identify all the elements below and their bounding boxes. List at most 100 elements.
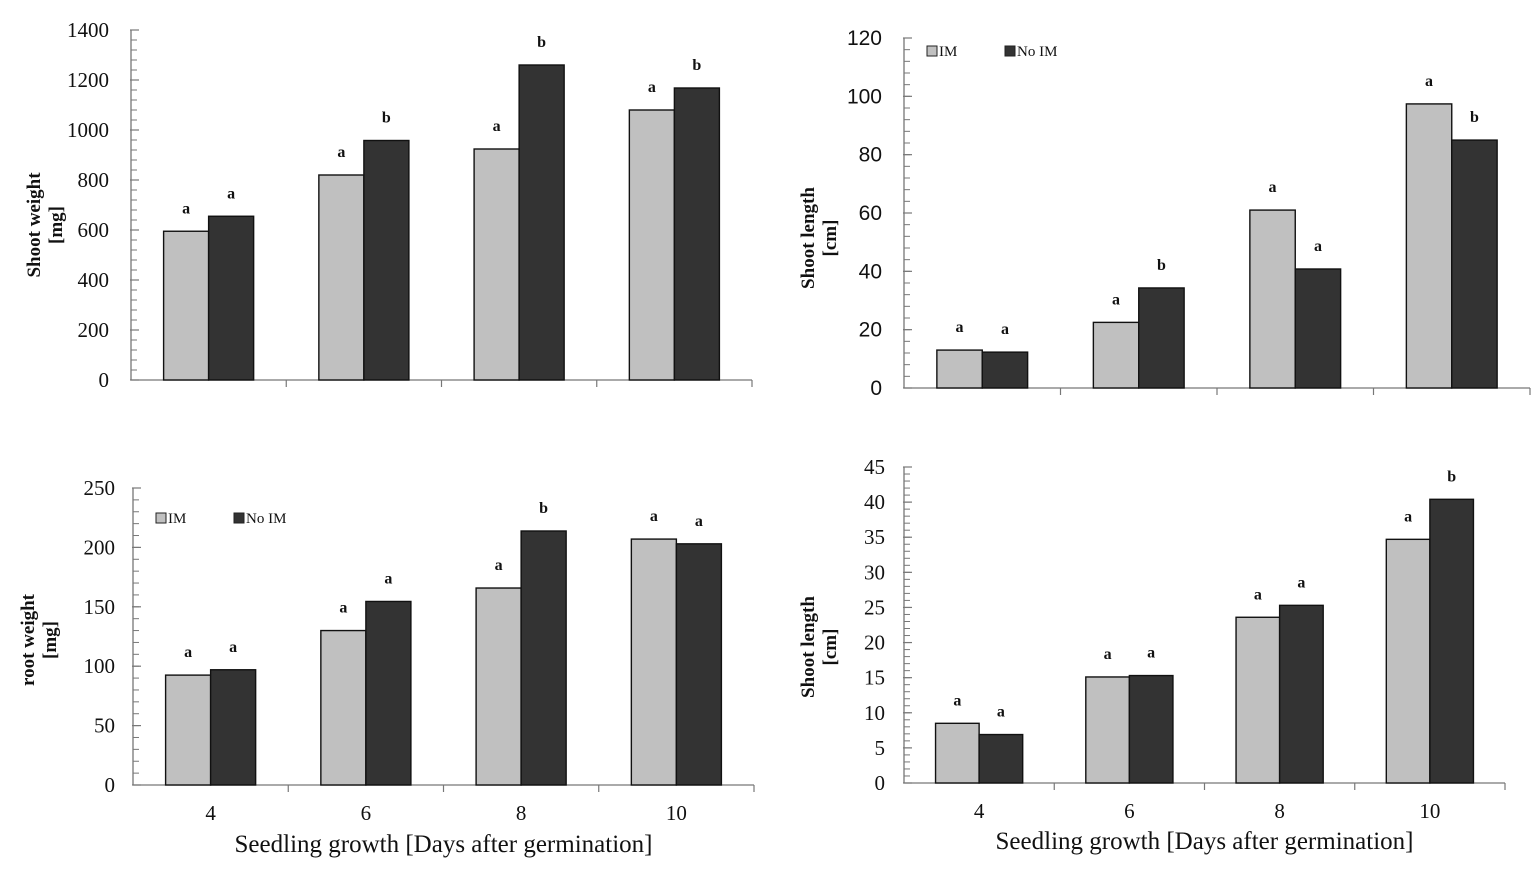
y-tick-label: 400 xyxy=(78,268,110,292)
x-tick-label: 10 xyxy=(666,801,687,825)
significance-letter: a xyxy=(953,692,961,709)
x-tick-label: 6 xyxy=(361,801,372,825)
y-tick-label: 800 xyxy=(78,168,110,192)
y-axis-title: Shoot weight[mg] xyxy=(24,172,67,278)
significance-letter: a xyxy=(1404,508,1412,525)
bar-no-im-day-8 xyxy=(1278,604,1324,784)
x-tick-label: 8 xyxy=(1274,799,1285,823)
bar-im-day-8 xyxy=(1249,209,1296,389)
y-tick-label: 45 xyxy=(864,455,885,479)
y-tick-label: 60 xyxy=(859,202,882,225)
y-tick-label: 120 xyxy=(847,27,882,50)
legend-swatch-im xyxy=(926,45,938,57)
significance-letter: a xyxy=(184,644,192,661)
bar-no-im-day-6 xyxy=(365,600,412,786)
y-tick-label: 15 xyxy=(864,666,885,690)
bar-im-day-4 xyxy=(162,230,210,381)
significance-letter: a xyxy=(997,704,1005,721)
y-tick-label: 35 xyxy=(864,525,885,549)
legend-swatch-no-im xyxy=(233,512,245,524)
y-tick-label: 50 xyxy=(94,714,115,738)
bar-im-day-8 xyxy=(1235,616,1281,784)
significance-letter: a xyxy=(182,200,190,217)
y-tick-label: 100 xyxy=(84,654,116,678)
y-tick-label: 1200 xyxy=(67,68,109,92)
y-tick-label: 0 xyxy=(99,368,110,392)
bar-no-im-day-6 xyxy=(363,139,410,381)
y-tick-label: 80 xyxy=(859,144,882,167)
chart-top-left: 0 200 400 600 800 1000 1200 1400 a a a b a b a b Shoot w… xyxy=(24,18,753,392)
significance-letter: a xyxy=(229,639,237,656)
bar-im-day-4 xyxy=(936,349,983,389)
significance-letter: b xyxy=(692,57,701,74)
y-tick-label: 150 xyxy=(84,595,116,619)
y-tick-label: 0 xyxy=(875,771,886,795)
y-tick-label: 600 xyxy=(78,218,110,242)
chart-bottom-left: 0 50 100 150 200 250 a a 4 a a 6 a b 8 a a 10 root weight[… xyxy=(18,476,755,858)
bar-no-im-day-4 xyxy=(981,351,1029,389)
y-tick-label: 40 xyxy=(859,260,882,283)
bar-no-im-day-10 xyxy=(675,543,723,786)
legend-label: No IM xyxy=(1017,44,1057,60)
significance-letter: a xyxy=(1147,645,1155,662)
significance-letter: b xyxy=(1157,257,1166,274)
y-tick-label: 1000 xyxy=(67,118,109,142)
bar-no-im-day-6 xyxy=(1128,674,1174,784)
y-tick-label: 5 xyxy=(875,736,886,760)
bar-no-im-day-4 xyxy=(978,733,1024,784)
y-axis-title: Shoot length[cm] xyxy=(798,596,841,698)
y-tick-label: 200 xyxy=(84,535,116,559)
significance-letter: a xyxy=(1104,646,1112,663)
y-tick-label: 10 xyxy=(864,701,885,725)
significance-letter: a xyxy=(1269,179,1277,196)
bar-no-im-day-4 xyxy=(209,669,257,786)
chart-top-right: 0 20 40 60 80 100 120 a a a b a a a b Shoot length[cm] I… xyxy=(798,27,1531,400)
legend-swatch-im xyxy=(155,512,167,524)
bar-im-day-6 xyxy=(1092,321,1140,389)
y-tick-label: 30 xyxy=(864,560,885,584)
significance-letter: b xyxy=(539,500,548,517)
bar-no-im-day-6 xyxy=(1138,287,1185,389)
bar-im-day-6 xyxy=(318,174,365,381)
bar-im-day-4 xyxy=(164,674,212,786)
x-axis-title: Seedling growth [Days after germination] xyxy=(235,831,653,858)
bar-im-day-8 xyxy=(473,148,520,381)
x-tick-label: 4 xyxy=(205,801,216,825)
bar-im-day-10 xyxy=(1385,538,1431,784)
significance-letter: a xyxy=(493,118,501,135)
significance-letter: a xyxy=(650,508,658,525)
y-tick-label: 25 xyxy=(864,595,885,619)
bar-no-im-day-4 xyxy=(207,215,255,381)
y-axis-title: Shoot length[cm] xyxy=(798,187,841,289)
y-tick-label: 20 xyxy=(864,631,885,655)
significance-letter: b xyxy=(1447,468,1456,485)
x-tick-label: 4 xyxy=(974,799,985,823)
bar-im-day-4 xyxy=(934,722,980,784)
bar-no-im-day-10 xyxy=(1451,139,1498,389)
legend-label: No IM xyxy=(246,511,286,527)
bar-no-im-day-8 xyxy=(1294,268,1342,389)
legend-label: IM xyxy=(939,44,957,60)
significance-letter: a xyxy=(339,600,347,617)
legend: IM No IM xyxy=(926,44,1057,60)
bar-im-day-10 xyxy=(630,538,678,786)
x-tick-label: 6 xyxy=(1124,799,1135,823)
significance-letter: a xyxy=(1112,291,1120,308)
y-tick-label: 0 xyxy=(105,773,116,797)
y-tick-label: 100 xyxy=(847,85,882,108)
legend-label: IM xyxy=(168,511,186,527)
significance-letter: a xyxy=(495,557,503,574)
chart-bottom-right: 0 5 10 15 20 25 30 35 40 45 a a 4 a a 6 a a 8 a b 10 Shoot len… xyxy=(798,455,1506,855)
significance-letter: b xyxy=(1470,109,1479,126)
significance-letter: a xyxy=(1314,238,1322,255)
significance-letter: a xyxy=(1297,574,1305,591)
significance-letter: b xyxy=(537,34,546,51)
bar-im-day-10 xyxy=(628,109,676,381)
y-axis-title: root weight[mg] xyxy=(18,593,61,686)
bar-no-im-day-10 xyxy=(673,87,721,381)
bar-im-day-6 xyxy=(320,629,367,786)
x-tick-label: 8 xyxy=(516,801,527,825)
x-tick-label: 10 xyxy=(1419,799,1440,823)
y-tick-label: 250 xyxy=(84,476,116,500)
